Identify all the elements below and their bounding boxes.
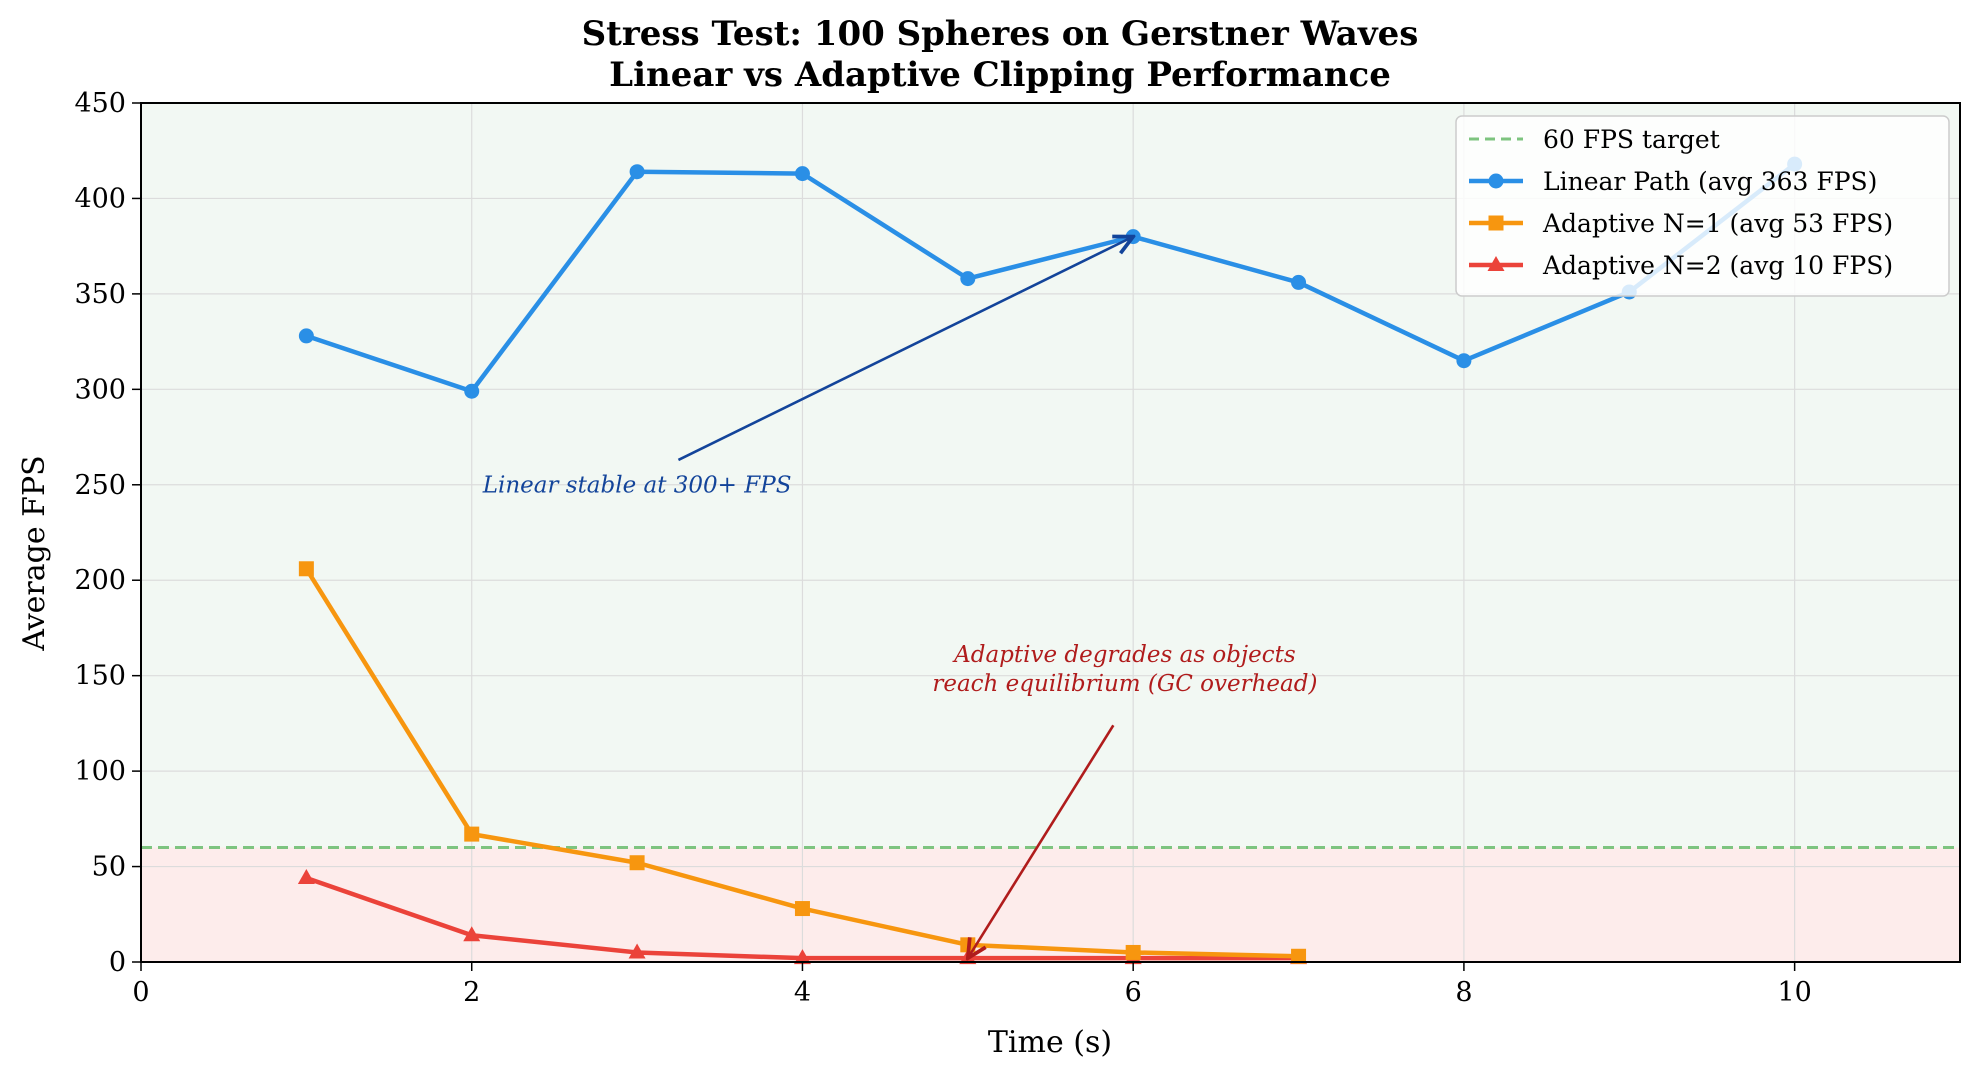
series-line-0 <box>305 162 1797 394</box>
y-tick-label: 300 <box>74 374 126 405</box>
x-tick-label: 4 <box>794 977 811 1008</box>
legend-handle-marker <box>1487 256 1505 271</box>
y-tick-label: 0 <box>109 947 126 978</box>
data-point-0 <box>1456 353 1472 369</box>
legend-entry: Linear Path (avg 363 FPS) <box>1543 167 1877 196</box>
data-point-0 <box>464 383 480 399</box>
data-point-1 <box>629 855 645 871</box>
annotation-arrow <box>677 237 1133 462</box>
data-point-2 <box>793 949 811 965</box>
data-point-1 <box>1125 944 1141 960</box>
data-point-0 <box>629 164 645 180</box>
data-point-2 <box>628 943 646 959</box>
data-point-1 <box>464 826 480 842</box>
x-tick-label: 6 <box>1125 977 1142 1008</box>
x-tick-label: 0 <box>132 977 149 1008</box>
chart-subtitle: Linear vs Adaptive Clipping Performance <box>609 55 1391 95</box>
y-axis-label: Average FPS <box>17 455 52 651</box>
legend-entry: 60 FPS target <box>1543 125 1720 154</box>
annotation-arrow <box>968 724 1115 958</box>
y-tick-label: 450 <box>74 88 126 119</box>
data-point-0 <box>1291 274 1307 290</box>
axes-frame <box>140 102 1961 963</box>
legend-handle-marker <box>1488 215 1504 231</box>
y-tick-label: 400 <box>74 183 126 214</box>
legend-entry: Adaptive N=2 (avg 10 FPS) <box>1542 251 1893 280</box>
data-point-0 <box>298 328 314 344</box>
y-tick-label: 200 <box>74 565 126 596</box>
data-point-1 <box>1291 948 1307 964</box>
legend: 60 FPS target Linear Path (avg 363 FPS) Ad… <box>1455 115 1950 297</box>
annotation-text: Adaptive degrades as objects <box>952 642 1296 668</box>
y-tick-label: 250 <box>74 470 126 501</box>
y-tick-label: 50 <box>92 852 126 883</box>
data-point-1 <box>794 901 810 917</box>
data-point-0 <box>960 271 976 287</box>
legend-entry: Adaptive N=1 (avg 53 FPS) <box>1542 209 1893 238</box>
annotation-text: reach equilibrium (GC overhead) <box>932 671 1317 697</box>
background-band <box>141 847 1960 962</box>
x-axis-label: Time (s) <box>988 1025 1112 1060</box>
x-tick-label: 8 <box>1455 977 1472 1008</box>
x-tick-label: 10 <box>1777 977 1811 1008</box>
y-tick-label: 150 <box>74 661 126 692</box>
y-tick-label: 100 <box>74 756 126 787</box>
chart-title: Stress Test: 100 Spheres on Gerstner Wav… <box>582 14 1419 54</box>
data-point-2 <box>297 869 315 885</box>
legend-handle-marker <box>1488 173 1504 189</box>
data-point-0 <box>794 166 810 182</box>
y-tick-label: 350 <box>74 279 126 310</box>
annotation-text: Linear stable at 300+ FPS <box>482 472 792 498</box>
x-tick-label: 2 <box>463 977 480 1008</box>
data-point-2 <box>463 926 481 942</box>
legend-box <box>1455 115 1950 297</box>
data-point-1 <box>298 561 314 577</box>
